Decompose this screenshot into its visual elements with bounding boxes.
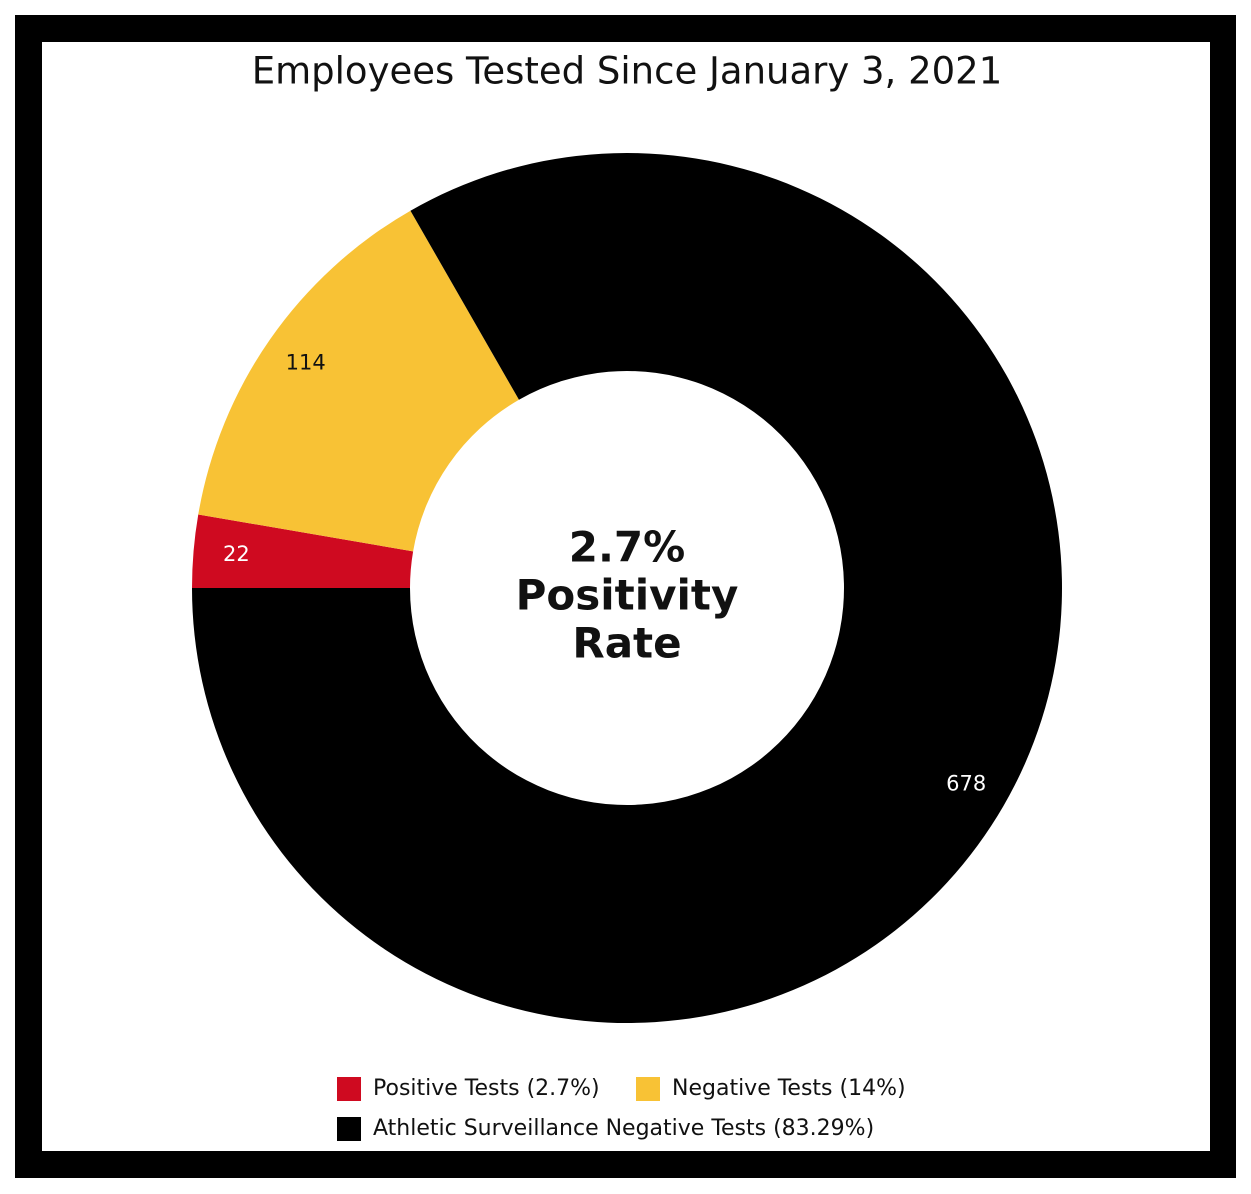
donut-slice bbox=[198, 210, 519, 552]
legend-swatch bbox=[337, 1077, 361, 1101]
legend-label: Negative Tests (14%) bbox=[672, 1076, 906, 1101]
center-label: 2.7% bbox=[569, 523, 685, 572]
legend-label: Athletic Surveillance Negative Tests (83… bbox=[373, 1116, 874, 1141]
value-label: 22 bbox=[223, 542, 250, 566]
legend-swatch bbox=[636, 1077, 660, 1101]
value-label: 678 bbox=[946, 771, 986, 795]
donut-slice bbox=[192, 514, 414, 588]
legend-label: Positive Tests (2.7%) bbox=[373, 1076, 600, 1101]
donut-slice bbox=[192, 152, 1062, 1023]
center-label: Positivity bbox=[516, 571, 739, 620]
value-label: 114 bbox=[286, 351, 326, 375]
legend-swatch bbox=[337, 1117, 361, 1141]
chart-title: Employees Tested Since January 3, 2021 bbox=[252, 50, 1003, 93]
center-label: Rate bbox=[572, 619, 681, 668]
